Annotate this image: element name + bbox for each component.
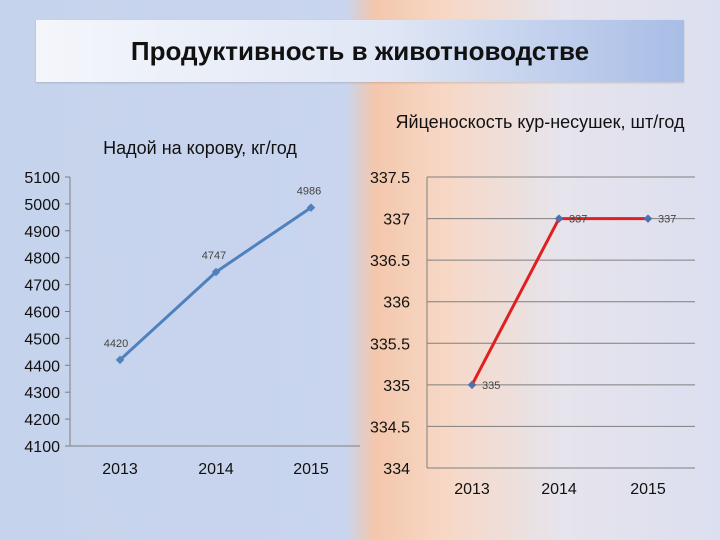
milk-y-tick-label: 4300 xyxy=(24,385,60,402)
milk-data-point xyxy=(115,355,125,365)
eggs-data-label: 337 xyxy=(569,214,587,226)
milk-data-label: 4747 xyxy=(202,250,226,262)
eggs-x-tick-label: 2013 xyxy=(454,481,490,498)
milk-y-tick-label: 4700 xyxy=(24,278,60,295)
milk-y-tick-label: 4900 xyxy=(24,224,60,241)
milk-series-line xyxy=(118,206,312,362)
milk-y-tick-label: 5000 xyxy=(24,197,60,214)
milk-data-point xyxy=(211,267,221,277)
eggs-y-tick-label: 335 xyxy=(383,378,410,395)
eggs-x-tick-label: 2015 xyxy=(630,481,666,498)
slide-title-bar: Продуктивность в животноводстве xyxy=(36,20,684,82)
eggs-y-tick-label: 337.5 xyxy=(370,170,410,187)
eggs-y-tick-label: 336.5 xyxy=(370,253,410,270)
eggs-data-point xyxy=(643,214,653,223)
milk-y-tick-label: 4100 xyxy=(24,439,60,456)
eggs-data-point xyxy=(467,380,477,390)
milk-data-label: 4986 xyxy=(297,186,321,198)
eggs-x-tick-label: 2014 xyxy=(541,481,577,498)
eggs-chart-title: Яйценоскость кур-несушек, шт/год xyxy=(395,112,685,132)
eggs-y-tick-label: 334.5 xyxy=(370,419,410,436)
milk-chart-title: Надой на корову, кг/год xyxy=(103,138,297,158)
milk-x-tick-label: 2013 xyxy=(102,461,138,478)
milk-y-tick-label: 4800 xyxy=(24,251,60,268)
eggs-data-label: 337 xyxy=(658,214,676,226)
milk-x-tick-label: 2015 xyxy=(293,461,329,478)
eggs-y-tick-label: 335.5 xyxy=(370,336,410,353)
milk-y-tick-label: 5100 xyxy=(24,170,60,187)
eggs-y-tick-label: 336 xyxy=(383,295,410,312)
slide-title: Продуктивность в животноводстве xyxy=(130,35,590,66)
milk-x-tick-label: 2014 xyxy=(198,461,234,478)
milk-data-label: 4420 xyxy=(104,338,128,350)
milk-data-point xyxy=(306,203,316,212)
eggs-y-tick-label: 337 xyxy=(383,212,410,229)
eggs-data-label: 335 xyxy=(482,380,500,392)
milk-y-tick-label: 4200 xyxy=(24,412,60,429)
milk-y-tick-label: 4600 xyxy=(24,305,60,322)
eggs-y-tick-label: 334 xyxy=(383,461,410,478)
milk-y-tick-label: 4400 xyxy=(24,358,60,375)
milk-y-tick-label: 4500 xyxy=(24,331,60,348)
